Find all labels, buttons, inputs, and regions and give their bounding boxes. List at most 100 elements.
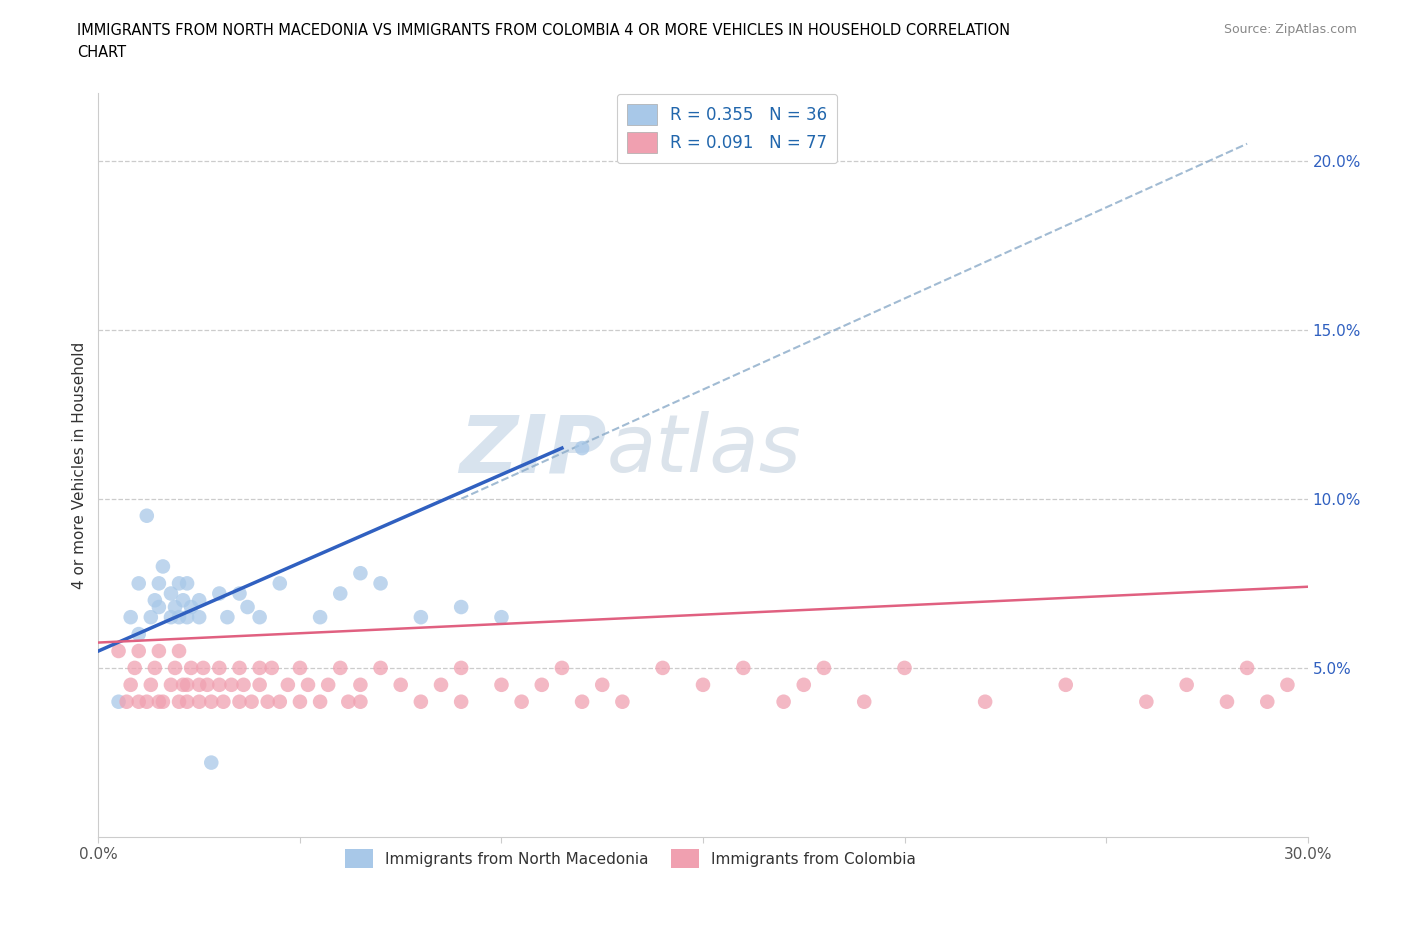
Point [1135, 695, 1157, 710]
Point [256, 695, 278, 710]
Point [152, 695, 174, 710]
Point [124, 660, 146, 675]
Point [813, 660, 835, 675]
Point [1277, 677, 1299, 692]
Point [551, 660, 574, 675]
Point [180, 660, 202, 675]
Point [249, 610, 271, 625]
Point [208, 660, 231, 675]
Point [316, 677, 339, 692]
Point [128, 695, 150, 710]
Point [107, 695, 129, 710]
Point [370, 576, 392, 591]
Point [733, 660, 755, 675]
Y-axis label: 4 or more Vehicles in Household: 4 or more Vehicles in Household [72, 341, 87, 589]
Point [389, 677, 412, 692]
Point [228, 695, 250, 710]
Point [329, 586, 352, 601]
Point [510, 695, 533, 710]
Point [240, 695, 263, 710]
Point [152, 559, 174, 574]
Point [450, 600, 472, 615]
Point [188, 677, 211, 692]
Point [893, 660, 915, 675]
Point [172, 677, 194, 692]
Point [163, 600, 186, 615]
Point [277, 677, 299, 692]
Point [148, 644, 170, 658]
Point [221, 677, 243, 692]
Point [200, 695, 222, 710]
Point [288, 695, 311, 710]
Text: IMMIGRANTS FROM NORTH MACEDONIA VS IMMIGRANTS FROM COLOMBIA 4 OR MORE VEHICLES I: IMMIGRANTS FROM NORTH MACEDONIA VS IMMIG… [77, 23, 1011, 38]
Text: Source: ZipAtlas.com: Source: ZipAtlas.com [1223, 23, 1357, 36]
Point [148, 695, 170, 710]
Point [571, 695, 593, 710]
Point [530, 677, 553, 692]
Point [612, 695, 634, 710]
Point [188, 592, 211, 607]
Point [143, 660, 166, 675]
Point [571, 441, 593, 456]
Point [409, 695, 432, 710]
Point [309, 695, 332, 710]
Point [450, 695, 472, 710]
Point [228, 586, 250, 601]
Point [148, 576, 170, 591]
Point [163, 660, 186, 675]
Point [139, 610, 162, 625]
Point [236, 600, 259, 615]
Point [160, 610, 183, 625]
Point [160, 586, 183, 601]
Point [188, 610, 211, 625]
Point [128, 644, 150, 658]
Point [167, 576, 190, 591]
Point [249, 677, 271, 692]
Point [176, 677, 198, 692]
Point [349, 695, 371, 710]
Point [180, 600, 202, 615]
Point [176, 576, 198, 591]
Point [329, 660, 352, 675]
Point [1175, 677, 1198, 692]
Point [1054, 677, 1077, 692]
Point [195, 677, 218, 692]
Point [135, 509, 157, 524]
Point [217, 610, 239, 625]
Point [409, 610, 432, 625]
Point [160, 677, 183, 692]
Point [208, 586, 231, 601]
Point [349, 565, 371, 580]
Text: atlas: atlas [606, 411, 801, 489]
Point [692, 677, 714, 692]
Point [370, 660, 392, 675]
Point [853, 695, 876, 710]
Point [193, 660, 215, 675]
Point [128, 576, 150, 591]
Point [651, 660, 673, 675]
Point [450, 660, 472, 675]
Point [120, 677, 142, 692]
Point [139, 677, 162, 692]
Point [167, 610, 190, 625]
Text: CHART: CHART [77, 45, 127, 60]
Point [128, 627, 150, 642]
Point [176, 695, 198, 710]
Point [260, 660, 283, 675]
Legend: Immigrants from North Macedonia, Immigrants from Colombia: Immigrants from North Macedonia, Immigra… [339, 844, 922, 874]
Point [188, 695, 211, 710]
Point [793, 677, 815, 692]
Point [288, 660, 311, 675]
Point [269, 695, 291, 710]
Point [974, 695, 997, 710]
Point [115, 695, 138, 710]
Point [349, 677, 371, 692]
Point [1256, 695, 1278, 710]
Point [1216, 695, 1239, 710]
Point [135, 695, 157, 710]
Point [430, 677, 453, 692]
Point [591, 677, 613, 692]
Point [208, 677, 231, 692]
Point [269, 576, 291, 591]
Point [232, 677, 254, 692]
